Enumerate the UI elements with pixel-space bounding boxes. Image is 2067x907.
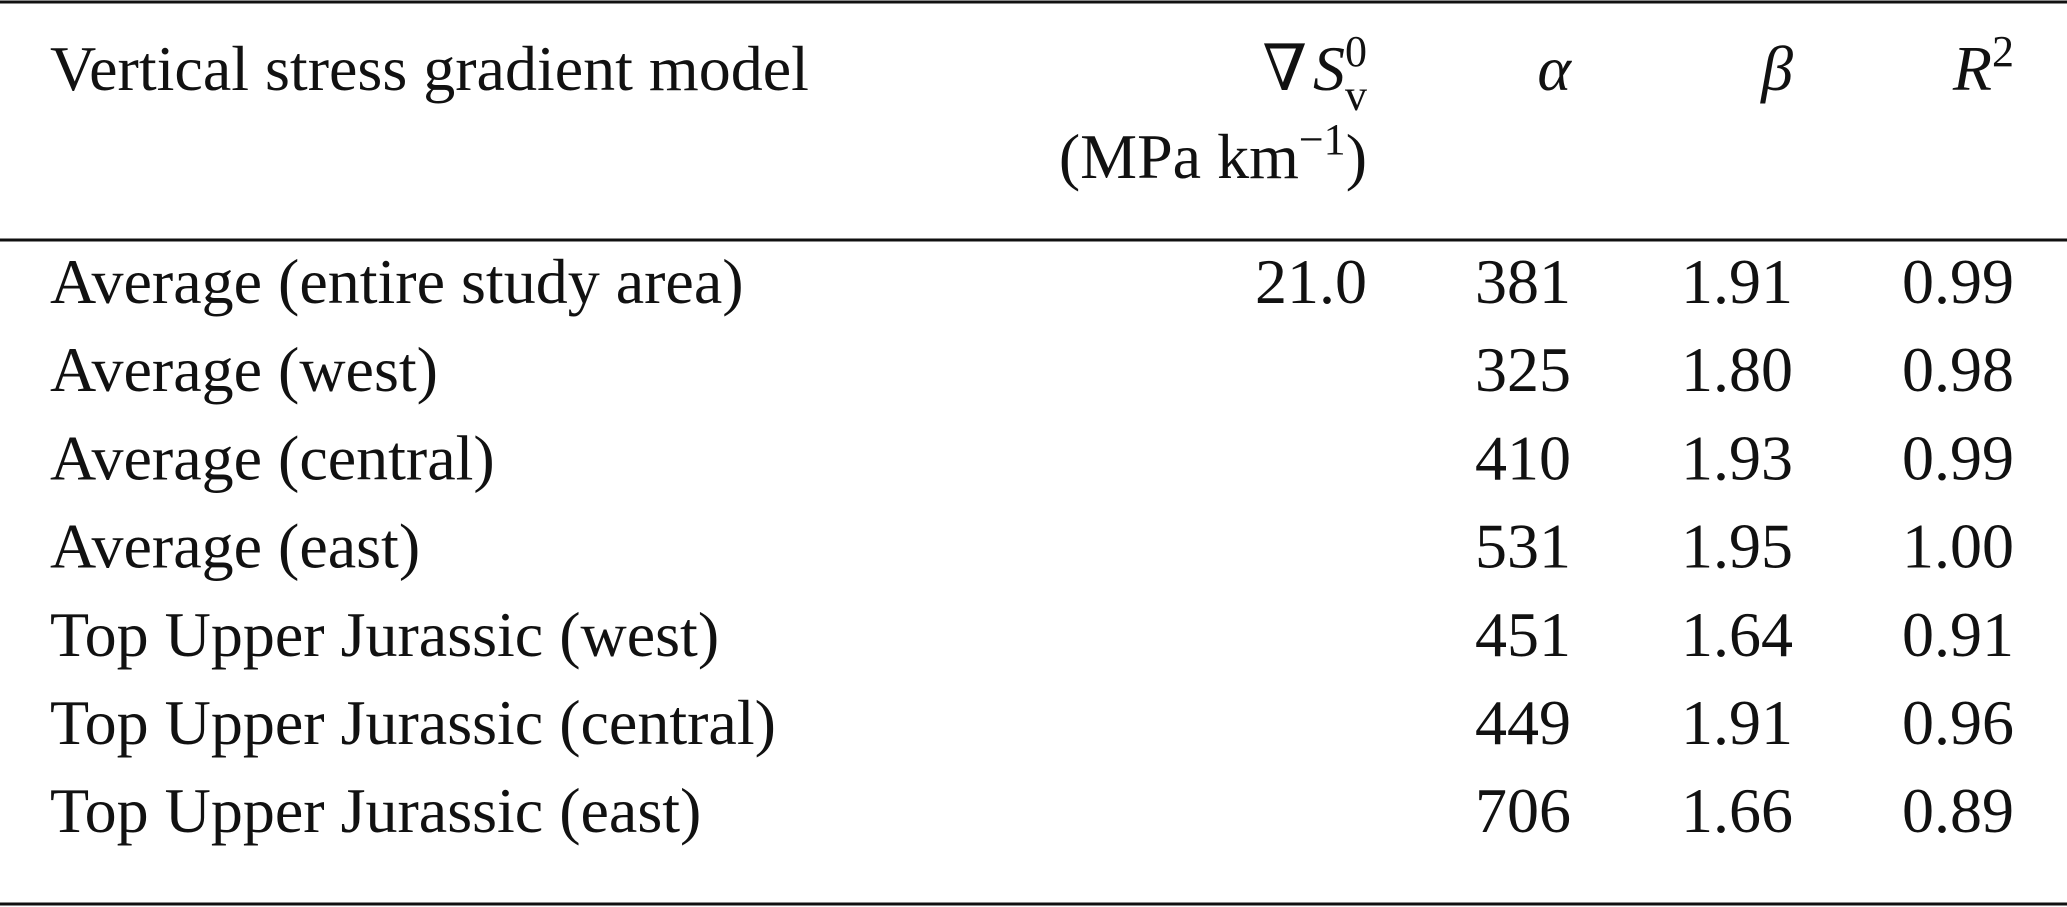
cell-model: Average (central) <box>50 422 495 493</box>
cell-r2: 0.99 <box>1902 422 2014 493</box>
cell-beta: 1.93 <box>1681 422 1793 493</box>
variable: R <box>1952 33 1992 104</box>
header-gradient: ∇Sv0 <box>1262 27 1367 120</box>
cell-alpha: 449 <box>1475 687 1571 758</box>
superscript: 0 <box>1345 27 1367 76</box>
cell-alpha: 451 <box>1475 599 1571 670</box>
subscript: v <box>1345 71 1367 120</box>
cell-beta: 1.66 <box>1681 775 1793 846</box>
cell-beta: 1.91 <box>1681 687 1793 758</box>
cell-model: Average (entire study area) <box>50 246 744 317</box>
unit-superscript: −1 <box>1299 115 1346 164</box>
superscript: 2 <box>1992 27 2014 76</box>
cell-alpha: 381 <box>1475 246 1571 317</box>
cell-r2: 0.98 <box>1902 334 2014 405</box>
cell-gradient: 21.0 <box>1255 246 1367 317</box>
header-beta: β <box>1759 33 1793 104</box>
header-r2: R2 <box>1952 27 2014 104</box>
cell-alpha: 325 <box>1475 334 1571 405</box>
unit: (MPa km <box>1059 121 1299 192</box>
cell-alpha: 531 <box>1475 511 1571 582</box>
header-alpha: α <box>1537 33 1572 104</box>
cell-r2: 0.91 <box>1902 599 2014 670</box>
header-model: Vertical stress gradient model <box>50 33 809 104</box>
cell-r2: 1.00 <box>1902 511 2014 582</box>
cell-model: Average (east) <box>50 511 420 582</box>
cell-beta: 1.80 <box>1681 334 1793 405</box>
cell-r2: 0.96 <box>1902 687 2014 758</box>
cell-r2: 0.89 <box>1902 775 2014 846</box>
cell-alpha: 410 <box>1475 422 1571 493</box>
nabla: ∇ <box>1262 33 1307 104</box>
cell-alpha: 706 <box>1475 775 1571 846</box>
header-unit: (MPa km−1) <box>1059 115 1367 192</box>
cell-model: Average (west) <box>50 334 438 405</box>
cell-beta: 1.95 <box>1681 511 1793 582</box>
cell-beta: 1.64 <box>1681 599 1793 670</box>
cell-model: Top Upper Jurassic (west) <box>50 599 719 670</box>
cell-r2: 0.99 <box>1902 246 2014 317</box>
cell-beta: 1.91 <box>1681 246 1793 317</box>
cell-model: Top Upper Jurassic (east) <box>50 775 701 846</box>
unit-close: ) <box>1346 121 1367 192</box>
cell-model: Top Upper Jurassic (central) <box>50 687 776 758</box>
variable: S <box>1313 33 1345 104</box>
